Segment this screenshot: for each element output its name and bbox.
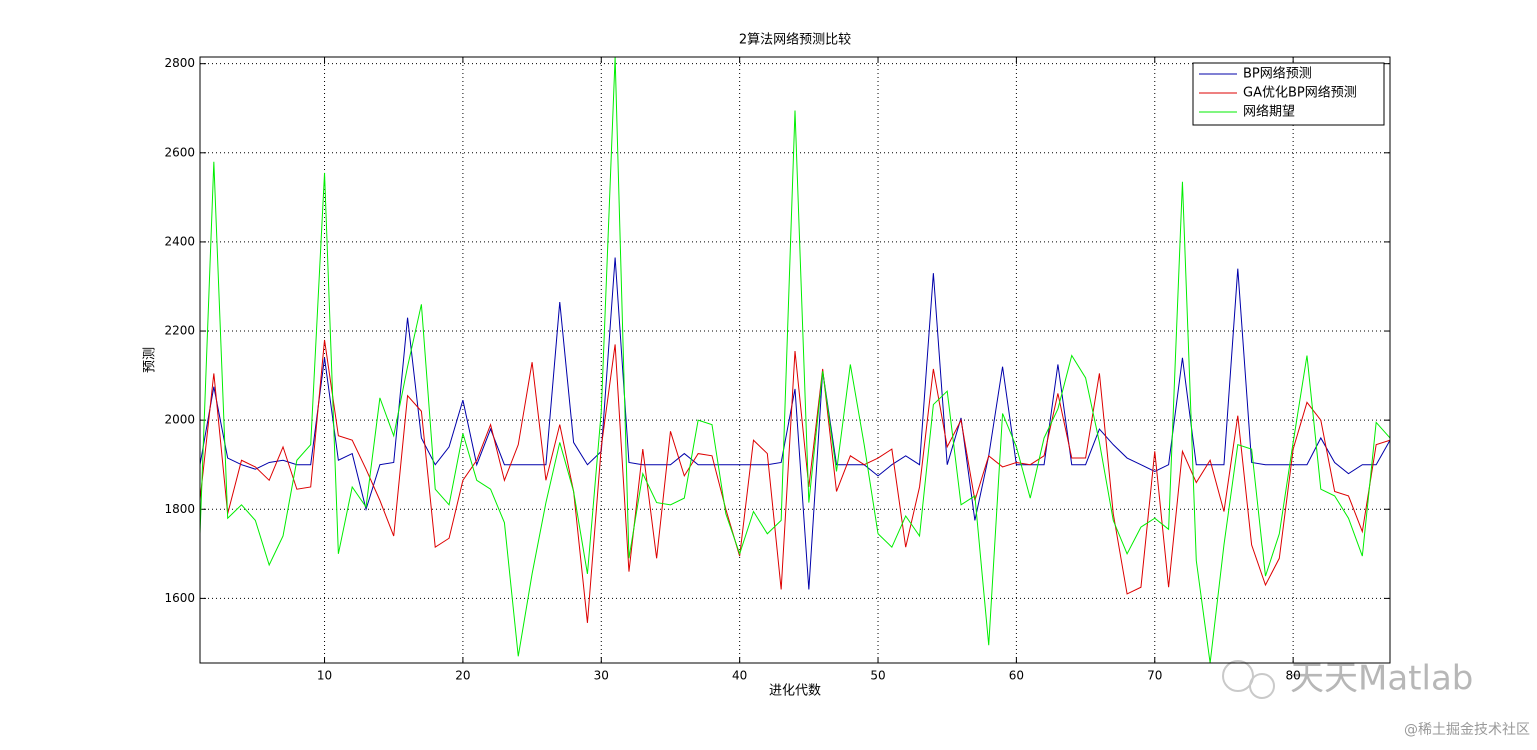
y-tick-label: 1600 (164, 591, 195, 605)
y-tick-label: 2400 (164, 234, 195, 248)
y-tick-label: 2000 (164, 413, 195, 427)
x-tick-label: 10 (317, 669, 332, 683)
x-tick-label: 60 (1009, 669, 1024, 683)
legend-label: BP网络预测 (1243, 66, 1312, 82)
x-tick-label: 80 (1285, 669, 1300, 683)
watermark: 天天Matlab (1290, 659, 1473, 699)
series-line (200, 339, 1390, 623)
y-tick-label: 2600 (164, 145, 195, 159)
chart-title: 2算法网络预测比较 (739, 32, 851, 48)
y-tick-label: 2800 (164, 56, 195, 70)
axes-box (199, 56, 1391, 664)
x-tick-label: 50 (870, 669, 885, 683)
legend-label: 网络期望 (1243, 104, 1295, 120)
x-tick-label: 30 (594, 669, 609, 683)
plot-lines (200, 57, 1390, 663)
x-tick-label: 20 (455, 669, 470, 683)
legend-label: GA优化BP网络预测 (1243, 85, 1357, 101)
x-tick-label: 70 (1147, 669, 1162, 683)
legend-box (1192, 62, 1385, 126)
series-line (200, 57, 1390, 663)
x-tick-label: 40 (732, 669, 747, 683)
plot-area (200, 57, 1390, 663)
y-tick-label: 2200 (164, 324, 195, 338)
y-axis-label: 预测 (143, 347, 158, 373)
credit: @稀土掘金技术社区 (1404, 722, 1530, 738)
x-axis-label: 进化代数 (769, 684, 821, 699)
watermark-icon (1222, 660, 1275, 699)
y-tick-label: 1800 (164, 502, 195, 516)
